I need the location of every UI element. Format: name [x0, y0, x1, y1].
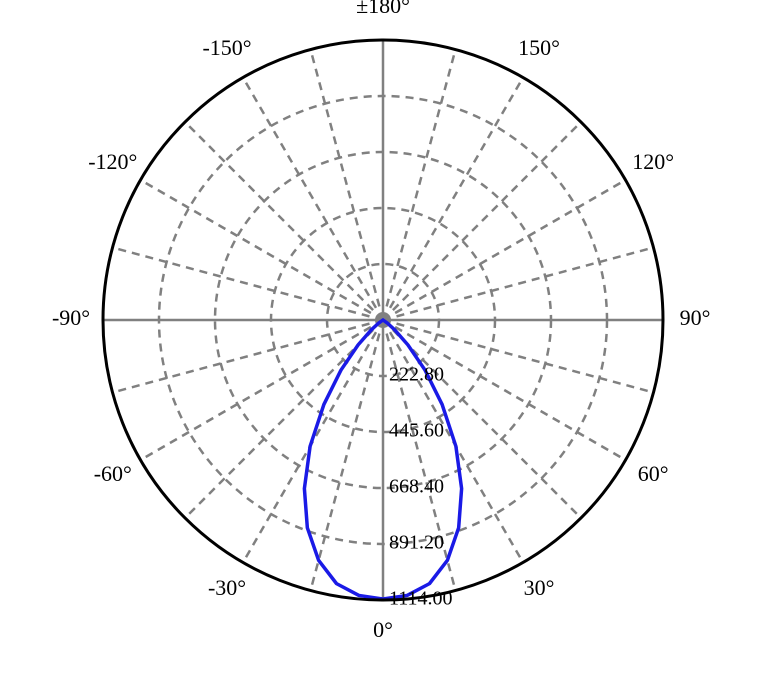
- angle-label: -90°: [52, 305, 90, 330]
- radial-tick-label: 445.60: [389, 420, 444, 442]
- radial-tick-label: 1114.00: [389, 588, 453, 610]
- radial-tick-label: 222.80: [389, 364, 444, 386]
- angle-label: 60°: [638, 461, 669, 486]
- angle-label: 120°: [632, 149, 674, 174]
- angle-label: 90°: [680, 305, 711, 330]
- angle-label: 150°: [518, 35, 560, 60]
- angle-label: -30°: [208, 575, 246, 600]
- polar-chart: 222.80 445.60 668.40 891.20 1114.00 0° 30° 60° 9…: [0, 0, 770, 689]
- polar-chart-svg: 222.80 445.60 668.40 891.20 1114.00 0° 30° 60° 9…: [0, 0, 770, 689]
- angle-label: ±180°: [356, 0, 410, 18]
- angle-label: -150°: [202, 35, 251, 60]
- angle-label: -60°: [94, 461, 132, 486]
- angle-label: -120°: [88, 149, 137, 174]
- radial-tick-label: 891.20: [389, 532, 444, 554]
- angle-label: 0°: [373, 617, 393, 642]
- radial-tick-label: 668.40: [389, 476, 444, 498]
- angle-label: 30°: [524, 575, 555, 600]
